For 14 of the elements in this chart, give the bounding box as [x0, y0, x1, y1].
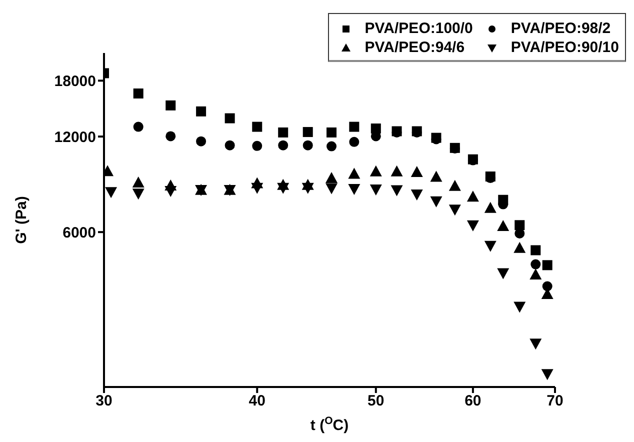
y-tick-label: 12000 [54, 128, 96, 146]
x-tick-label: 60 [464, 392, 482, 410]
x-axis-title: t ($^{O}$C) [310, 415, 349, 434]
legend-label: PVA/PEO:90/10 [510, 39, 619, 56]
legend-label: PVA/PEO:100/0 [364, 20, 473, 37]
x-tick-label: 30 [96, 392, 112, 410]
y-tick-label: 6000 [62, 224, 96, 242]
x-tick-label: 50 [368, 392, 384, 410]
y-tick-label: 18000 [54, 72, 96, 90]
x-tick-label: 70 [546, 392, 564, 410]
x-tick-label: 40 [248, 392, 266, 410]
y-axis-title: G' (Pa) [13, 196, 30, 244]
legend-label: PVA/PEO:98/2 [510, 20, 611, 37]
legend-label: PVA/PEO:94/6 [364, 39, 465, 56]
